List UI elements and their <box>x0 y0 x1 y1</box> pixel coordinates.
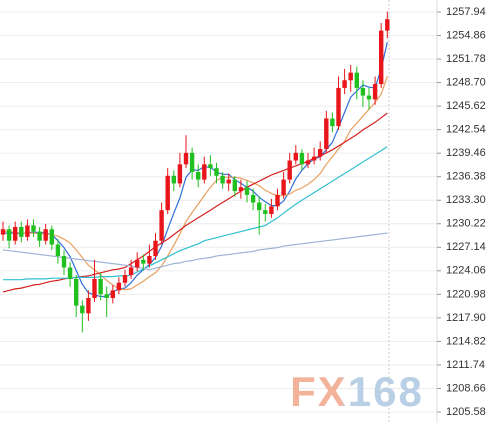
candle-body <box>311 156 317 161</box>
candle-body <box>37 231 42 241</box>
y-tick-label: 1248.70 <box>446 76 486 88</box>
candle-body <box>104 294 109 299</box>
candle-body <box>116 282 122 291</box>
candles <box>0 11 390 333</box>
candle-body <box>324 118 329 150</box>
candle-body <box>159 210 164 241</box>
candle-body <box>330 118 335 127</box>
grid <box>0 11 437 413</box>
ma-lines <box>2 41 388 298</box>
y-tick-label: 1254.86 <box>446 29 486 41</box>
candle-body <box>31 225 36 232</box>
candle-body <box>61 256 67 268</box>
y-tick-label: 1239.46 <box>446 147 486 159</box>
candle-body <box>6 229 12 241</box>
y-tick-label: 1245.62 <box>446 100 486 112</box>
candle-body <box>165 175 170 211</box>
candle-body <box>366 95 372 100</box>
candle-body <box>263 210 268 214</box>
moving-average-line <box>2 112 388 293</box>
candle-body <box>220 175 225 184</box>
candle-body <box>305 160 311 165</box>
y-tick-label: 1205.58 <box>446 406 486 418</box>
candle-body <box>147 256 152 264</box>
candle-body <box>86 298 91 314</box>
candle-body <box>238 187 244 192</box>
candle-body <box>214 168 219 176</box>
y-axis: 1257.94 1254.86 1251.78 1248.70 1245.62 1242.… <box>437 6 486 418</box>
candle-body <box>232 179 237 192</box>
candle-body <box>189 152 195 172</box>
candle-body <box>25 225 30 237</box>
candle-body <box>74 278 79 306</box>
y-tick-label: 1220.98 <box>446 288 486 300</box>
candle-body <box>385 19 390 31</box>
candle-body <box>348 72 353 81</box>
y-tick-label: 1251.78 <box>446 53 486 65</box>
candle-body <box>293 152 298 161</box>
candle-body <box>128 267 134 276</box>
candle-body <box>183 152 189 165</box>
y-tick-label: 1233.30 <box>446 194 486 206</box>
y-tick-label: 1257.94 <box>446 6 486 18</box>
candle-body <box>196 171 201 180</box>
candle-body <box>13 226 18 241</box>
candle-body <box>141 259 146 264</box>
candle-body <box>92 278 97 299</box>
candle-body <box>122 275 128 283</box>
moving-average-line <box>2 76 388 291</box>
candle-body <box>318 149 323 157</box>
candle-body <box>98 278 103 295</box>
y-tick-label: 1214.82 <box>446 335 486 347</box>
y-tick-label: 1230.22 <box>446 218 486 230</box>
y-tick-label: 1236.38 <box>446 171 486 183</box>
candle-body <box>281 179 286 195</box>
y-tick-label: 1208.66 <box>446 382 486 394</box>
candle-body <box>257 202 262 211</box>
candle-body <box>202 164 207 180</box>
candle-body <box>299 152 305 165</box>
y-tick-label: 1242.54 <box>446 124 486 136</box>
candle-body <box>80 305 85 314</box>
candle-body <box>287 160 292 180</box>
candle-body <box>354 72 359 88</box>
watermark: FX168 <box>290 368 424 415</box>
candle-body <box>342 80 347 88</box>
candle-body <box>0 229 6 235</box>
candle-body <box>372 84 378 100</box>
candle-body <box>171 175 176 184</box>
y-tick-label: 1227.14 <box>446 241 486 253</box>
candle-body <box>19 226 24 237</box>
candle-body <box>67 267 73 279</box>
y-tick-label: 1217.90 <box>446 312 486 324</box>
moving-average-line <box>3 41 388 298</box>
candle-body <box>110 290 115 299</box>
y-tick-label: 1211.74 <box>446 359 485 371</box>
candle-body <box>275 194 280 207</box>
candle-body <box>226 179 231 184</box>
candle-body <box>177 164 183 184</box>
candle-body <box>49 229 54 245</box>
candle-body <box>153 240 158 257</box>
candle-body <box>269 206 274 214</box>
candle-body <box>244 187 250 195</box>
candle-body <box>250 194 256 203</box>
candle-body <box>336 87 341 127</box>
y-tick-label: 1224.06 <box>446 265 486 277</box>
candle-body <box>208 164 213 169</box>
candle-body <box>43 229 48 241</box>
moving-average-line <box>2 232 388 271</box>
candle-body <box>55 244 61 257</box>
candle-body <box>379 30 384 85</box>
candle-body <box>135 259 140 268</box>
candle-body <box>360 87 366 96</box>
moving-average-line <box>3 146 388 281</box>
